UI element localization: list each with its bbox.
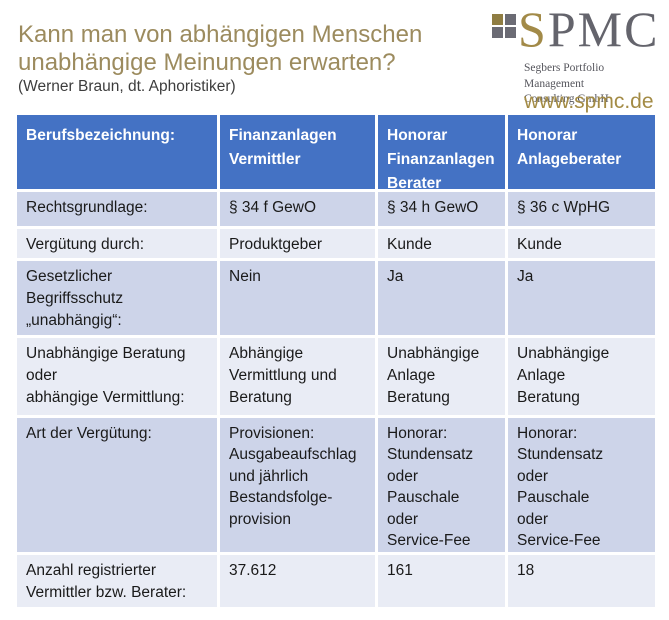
brand-initial: S: [518, 1, 548, 57]
table-cell: 37.612: [220, 555, 375, 607]
column-header: Honorar Finanzanlagen Berater: [378, 115, 505, 189]
logo-tagline: Segbers Portfolio Management Consulting …: [524, 62, 609, 106]
logo-grid-icon: [492, 14, 516, 38]
logo-square: [505, 27, 516, 38]
table-cell: Kunde: [508, 229, 655, 258]
brand-name: SPMC: [518, 4, 659, 54]
column-header: Finanzanlagen Vermittler: [220, 115, 375, 189]
table-cell: 161: [378, 555, 505, 607]
row-label: Gesetzlicher Begriffsschutz „unabhängig“…: [17, 261, 217, 335]
subtitle: (Werner Braun, dt. Aphoristiker): [18, 78, 236, 95]
row-label: Unabhängige Beratung oder abhängige Verm…: [17, 338, 217, 415]
table-cell: Produktgeber: [220, 229, 375, 258]
table-cell: § 36 c WpHG: [508, 192, 655, 226]
table-cell: Honorar: Stundensatz oder Pauschale oder…: [508, 418, 655, 552]
page-title: Kann man von abhängigen Menschen unabhän…: [18, 21, 423, 76]
row-label: Rechtsgrundlage:: [17, 192, 217, 226]
table-cell: Honorar: Stundensatz oder Pauschale oder…: [378, 418, 505, 552]
table-cell: Provisionen: Ausgabeaufschlag und jährli…: [220, 418, 375, 552]
table-cell: Ja: [378, 261, 505, 335]
column-header: Berufsbezeichnung:: [17, 115, 217, 189]
logo-square: [505, 14, 516, 25]
table-cell: Nein: [220, 261, 375, 335]
table-cell: § 34 f GewO: [220, 192, 375, 226]
table-cell: Unabhängige Anlage Beratung: [378, 338, 505, 415]
logo-square: [492, 14, 503, 25]
website-link[interactable]: www.spmc.de: [524, 90, 654, 113]
table-cell: § 34 h GewO: [378, 192, 505, 226]
brand-rest: PMC: [547, 1, 660, 57]
column-header: Honorar Anlageberater: [508, 115, 655, 189]
table-cell: 18: [508, 555, 655, 607]
table-cell: Unabhängige Anlage Beratung: [508, 338, 655, 415]
row-label: Anzahl registrierter Vermittler bzw. Ber…: [17, 555, 217, 607]
logo-square: [492, 27, 503, 38]
comparison-table: Berufsbezeichnung: Finanzanlagen Vermitt…: [17, 115, 655, 607]
row-label: Vergütung durch:: [17, 229, 217, 258]
row-label: Art der Vergütung:: [17, 418, 217, 552]
table-cell: Abhängige Vermittlung und Beratung: [220, 338, 375, 415]
table-cell: Kunde: [378, 229, 505, 258]
table-cell: Ja: [508, 261, 655, 335]
